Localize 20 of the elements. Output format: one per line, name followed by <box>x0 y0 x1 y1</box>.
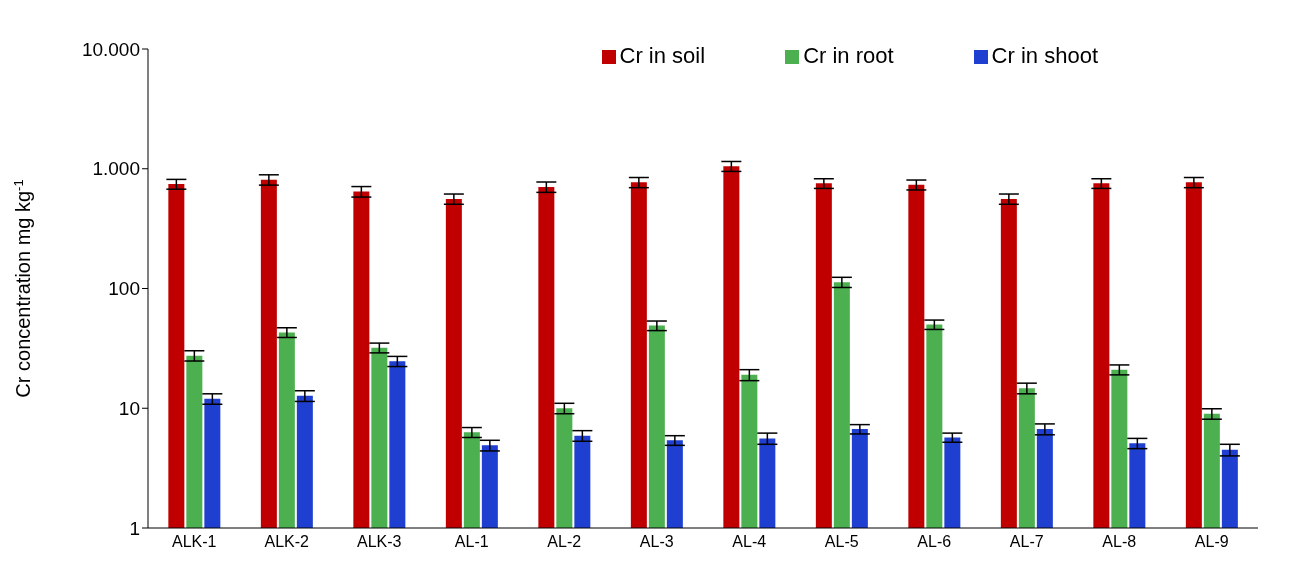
legend-label: Cr in shoot <box>991 43 1098 68</box>
y-tick-label: 100 <box>108 278 140 300</box>
x-tick-label: AL-5 <box>824 533 859 551</box>
x-tick-label: ALK-3 <box>357 533 402 551</box>
x-tick-label: AL-8 <box>1102 533 1137 551</box>
x-tick-label: ALK-1 <box>172 533 217 551</box>
legend-label: Cr in root <box>803 43 894 68</box>
y-tick-label: 10.000 <box>81 38 140 60</box>
x-tick-label: ALK-2 <box>264 533 310 551</box>
y-tick-label: 10 <box>118 397 140 419</box>
y-tick-label: 1.000 <box>92 158 140 180</box>
y-tick-label: 1 <box>129 517 140 539</box>
x-tick-label: AL-4 <box>732 533 767 551</box>
x-tick-label: AL-7 <box>1009 533 1044 551</box>
x-tick-label: AL-3 <box>639 533 674 551</box>
x-tick-label: AL-2 <box>547 533 582 551</box>
x-tick-label: AL-1 <box>454 533 489 551</box>
x-tick-label: AL-9 <box>1194 533 1229 551</box>
x-tick-label: AL-6 <box>917 533 952 551</box>
legend-label: Cr in soil <box>619 43 706 68</box>
